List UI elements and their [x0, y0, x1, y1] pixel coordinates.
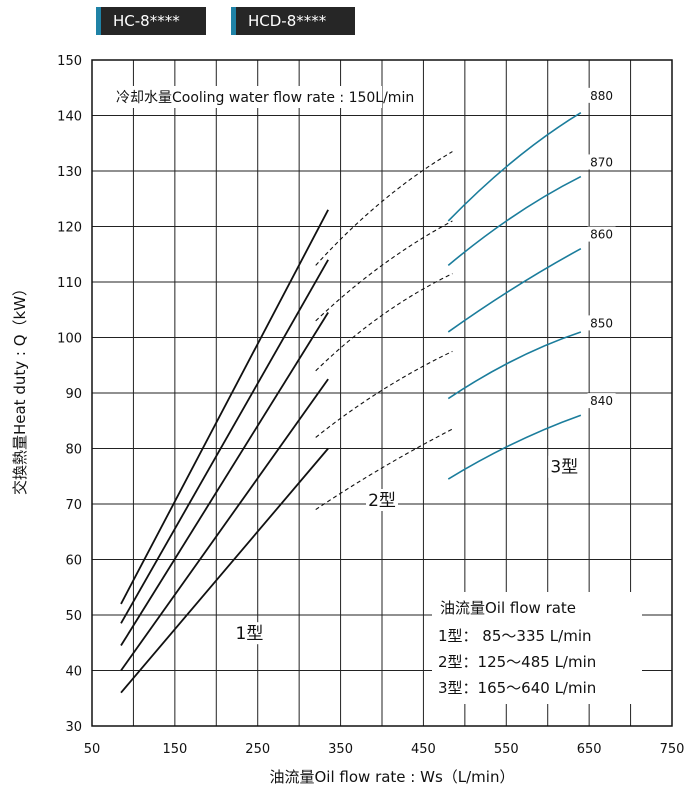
- x-tick-label: 150: [162, 742, 187, 757]
- legend-title: 油流量Oil flow rate: [440, 599, 576, 617]
- curve-label-850: 850: [590, 316, 613, 330]
- y-tick-label: 50: [65, 609, 82, 624]
- y-tick-label: 80: [65, 443, 82, 458]
- type3-curve-860: [447, 247, 582, 333]
- type3-curve-840: [447, 414, 582, 480]
- type3-curve-870: [447, 175, 582, 266]
- type1-curve-860: [120, 312, 329, 647]
- curve-label-bg: [587, 315, 616, 331]
- legend-line-type1: 1型： 85～335 L/min: [438, 627, 592, 645]
- curve-label-880: 880: [590, 89, 613, 103]
- cooling-water-annotation: 冷却水量Cooling water flow rate : 150L/min: [116, 90, 414, 106]
- type1-curve-850: [120, 378, 329, 672]
- type1-curve-840: [120, 447, 329, 694]
- x-tick-label: 550: [494, 742, 519, 757]
- curve-label-bg: [587, 87, 616, 103]
- type1-curve-870: [120, 259, 329, 624]
- type-label-bg: [366, 489, 398, 511]
- y-tick-labels: 30 40 50 60 70 80 90 100 110 120 130 140 150: [57, 54, 82, 735]
- x-tick-label: 350: [328, 742, 353, 757]
- x-axis-title: 油流量Oil flow rate : Ws（L/min）: [270, 768, 515, 786]
- y-tick-label: 70: [65, 498, 82, 513]
- type-label-bg: [233, 622, 266, 645]
- curve-label-bg: [587, 154, 616, 170]
- x-tick-label: 50: [84, 742, 101, 757]
- y-tick-label: 140: [57, 110, 82, 125]
- legend-box: [432, 592, 642, 704]
- type1-curve-880: [120, 209, 329, 605]
- type-label-2: 2型: [368, 491, 396, 511]
- curve-label-bg: [587, 226, 616, 242]
- hcd-model-tag: HCD-8****: [231, 7, 355, 35]
- hc-model-label: HC-8****: [113, 12, 180, 30]
- legend-line-type3: 3型：165～640 L/min: [438, 679, 596, 697]
- y-tick-label: 120: [57, 221, 82, 236]
- curve-label-840: 840: [590, 394, 613, 408]
- type-label-bg: [548, 455, 581, 478]
- y-tick-label: 90: [65, 387, 82, 402]
- x-tick-label: 650: [577, 742, 602, 757]
- type2-curve-860: [315, 273, 453, 372]
- curve-label-bg: [587, 393, 616, 409]
- type-label-3: 3型: [550, 458, 578, 478]
- type3-curve-880: [447, 112, 582, 222]
- type2-curve-850: [315, 350, 453, 438]
- plot-border: [91, 59, 673, 727]
- curve-label-860: 860: [590, 228, 613, 242]
- y-tick-label: 130: [57, 165, 82, 180]
- curve-labels: 840 850 860 870 880: [587, 87, 616, 409]
- hcd-model-label: HCD-8****: [248, 12, 327, 30]
- type2-curve-870: [315, 220, 453, 322]
- type-label-1: 1型: [236, 624, 264, 644]
- heat-duty-curves: [120, 112, 582, 694]
- annotation-background: [112, 86, 382, 108]
- legend-line-type2: 2型：125～485 L/min: [438, 653, 596, 671]
- type2-curve-880: [315, 151, 453, 266]
- type-labels: 1型 2型 3型: [233, 455, 581, 645]
- y-tick-label: 40: [65, 665, 82, 680]
- y-tick-label: 30: [65, 720, 82, 735]
- y-tick-label: 110: [57, 276, 82, 291]
- y-tick-label: 100: [57, 332, 82, 347]
- type2-curve-840: [315, 428, 453, 511]
- y-tick-label: 150: [57, 54, 82, 69]
- x-tick-label: 250: [245, 742, 270, 757]
- hc-model-tag: HC-8****: [96, 7, 206, 35]
- curve-label-870: 870: [590, 155, 613, 169]
- y-tick-label: 60: [65, 554, 82, 569]
- x-tick-label: 450: [411, 742, 436, 757]
- x-tick-labels: 50 150 250 350 450 550 650 750: [84, 742, 685, 757]
- type3-curve-850: [447, 331, 582, 400]
- y-axis-title: 交換熱量Heat duty : Q（kW）: [11, 281, 29, 495]
- x-tick-label: 750: [660, 742, 685, 757]
